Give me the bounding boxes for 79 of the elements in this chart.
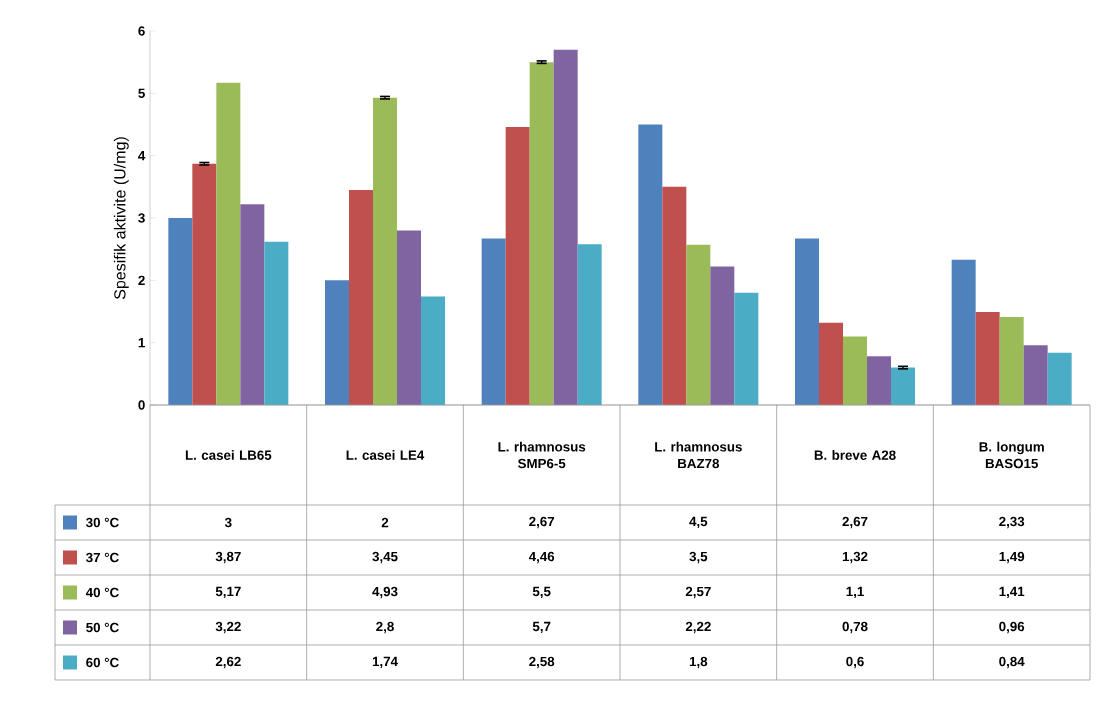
y-tick-label: 6 [138,26,145,36]
bar [662,186,687,405]
bar [216,82,241,405]
x-tick-label: B. longum BASO15 [979,441,1044,469]
bar [843,336,867,405]
data-label: 4,93 [372,586,398,599]
x-tick-label: L. rhamnosus SMP6-5 [498,441,586,469]
bar [373,97,397,405]
bar [577,244,602,405]
data-label: 0,78 [842,621,868,634]
x-tick-label: L. casei LB65 [185,450,272,460]
bar [240,204,265,405]
y-axis-title: Spesifik aktivite (U/mg) [113,137,129,300]
bar [867,356,891,405]
bar [192,163,217,405]
legend-label: 40 °C [85,587,119,598]
data-label: 2,58 [529,656,555,669]
bar [710,266,735,405]
x-tick-label: B. breve A28 [814,450,896,460]
data-label: 2,8 [376,621,394,634]
legend-label: 37 °C [86,552,119,563]
bar [975,312,1000,405]
data-label: 1,32 [842,551,868,564]
y-tick-label: 0 [138,400,145,410]
data-label: 1,41 [999,586,1025,599]
bar [325,280,349,405]
data-label: 4,46 [528,551,555,564]
data-label: 0,6 [846,656,864,669]
y-tick-label: 5 [138,88,145,98]
data-label: 2,57 [685,586,711,599]
bar [999,317,1024,405]
bar [1023,345,1048,405]
data-label: 3,45 [372,551,398,564]
bar [397,230,421,405]
bar [819,322,843,405]
y-tick-label: 4 [138,151,146,161]
bar [1047,352,1072,405]
data-label: 2,67 [842,516,868,529]
data-label: 0,84 [999,656,1025,669]
data-label: 2 [381,517,389,528]
legend-label: 60 °C [86,657,119,668]
data-label: 2,33 [999,516,1025,529]
y-tick-label: 1 [138,338,145,348]
data-label: 2,62 [215,656,241,669]
data-label: 1,8 [689,656,708,669]
data-label: 1,1 [846,586,864,599]
data-label: 3 [224,517,232,528]
bar [529,62,554,405]
bar [505,126,530,405]
bar [421,296,445,405]
bar [168,217,193,405]
y-tick-label: 2 [138,275,145,285]
legend-label: 30 °C [86,517,119,528]
data-label: 0,96 [999,621,1025,634]
data-label: 2,22 [685,621,711,634]
bar [890,367,915,405]
x-tick-label: L. casei LE4 [346,450,425,460]
x-tick-label: L. rhamnosus BAZ78 [655,441,742,469]
data-label: 5,7 [532,621,551,634]
bar [951,259,976,405]
data-label: 5,5 [532,586,551,599]
data-label: 1,49 [999,551,1025,564]
data-label: 2,67 [529,516,555,529]
bar [553,49,578,405]
y-tick-label: 3 [138,213,145,223]
bar [638,124,663,405]
data-label: 1,74 [372,656,398,669]
bar [686,244,711,405]
data-label: 3,22 [215,621,241,634]
data-label: 4,5 [689,516,708,529]
bar [264,241,289,405]
bar [349,189,373,405]
bar [481,238,506,405]
legend-label: 50 °C [86,622,119,633]
bar [795,238,819,405]
data-label: 3,87 [215,551,241,564]
data-label: 3,5 [689,551,708,564]
bar [734,292,759,405]
data-label: 5,17 [215,586,241,599]
